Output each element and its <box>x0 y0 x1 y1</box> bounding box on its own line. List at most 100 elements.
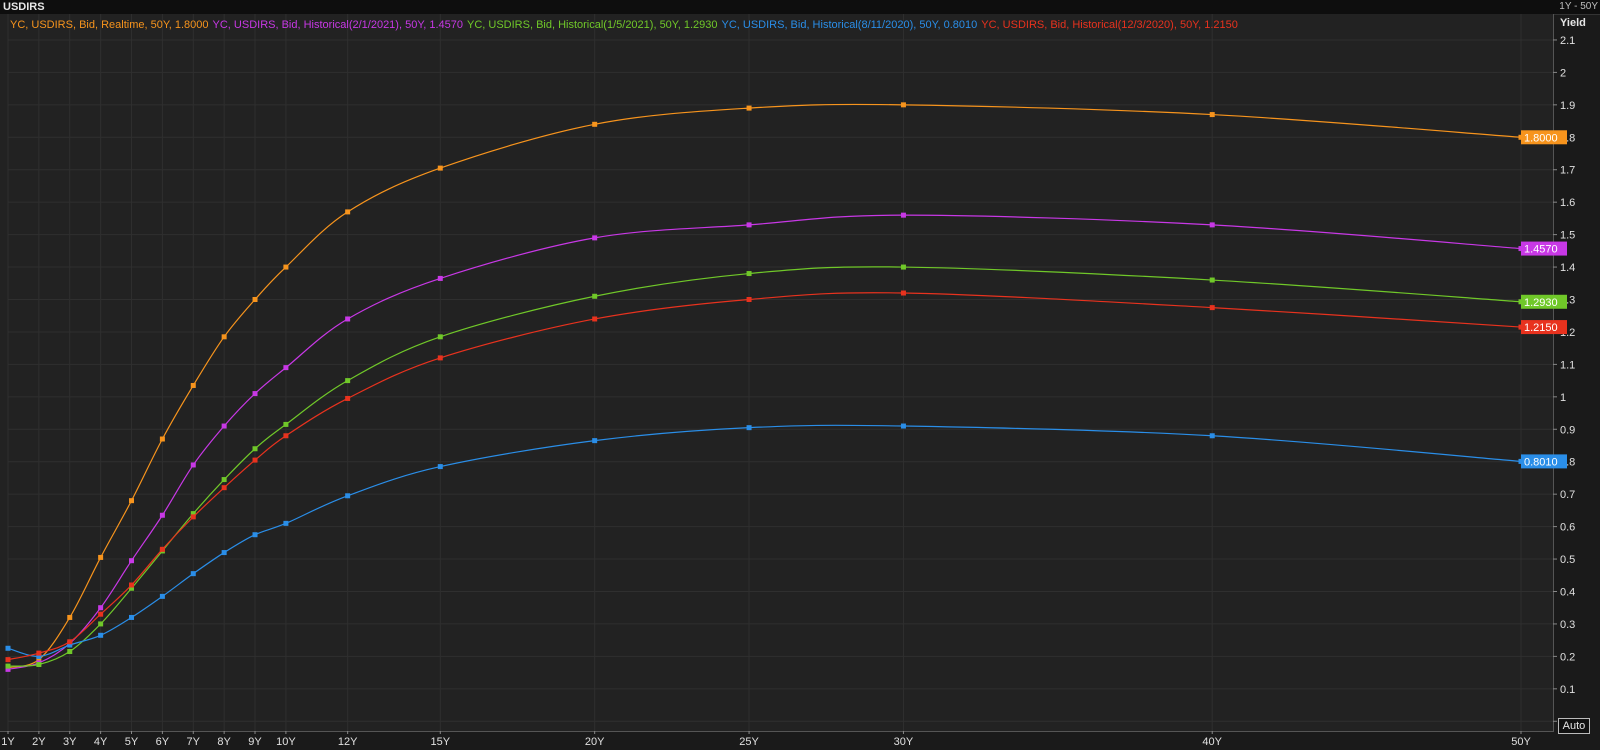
series-3[interactable] <box>5 264 1524 669</box>
y-tick-label: 2 <box>1560 67 1566 79</box>
series-4[interactable] <box>5 423 1524 659</box>
data-point-marker[interactable] <box>36 650 42 656</box>
data-point-marker[interactable] <box>252 297 258 303</box>
data-point-marker[interactable] <box>437 275 443 281</box>
data-point-marker[interactable] <box>159 546 165 552</box>
data-point-marker[interactable] <box>221 550 227 556</box>
legend-entry[interactable]: YC, USDIRS, Bid, Historical(1/5/2021), 5… <box>467 19 718 31</box>
legend-entry[interactable]: YC, USDIRS, Bid, Historical(2/1/2021), 5… <box>212 19 463 31</box>
data-point-marker[interactable] <box>900 264 906 270</box>
data-point-marker[interactable] <box>190 511 196 517</box>
series-1[interactable] <box>5 102 1524 671</box>
data-point-marker[interactable] <box>345 378 351 384</box>
data-point-marker[interactable] <box>36 661 42 667</box>
data-point-marker[interactable] <box>592 293 598 299</box>
legend-entry[interactable]: YC, USDIRS, Bid, Historical(12/3/2020), … <box>981 19 1238 31</box>
data-point-marker[interactable] <box>67 614 73 620</box>
data-point-marker[interactable] <box>252 532 258 538</box>
data-point-marker[interactable] <box>1209 305 1215 311</box>
data-point-marker[interactable] <box>221 423 227 429</box>
data-point-marker[interactable] <box>221 485 227 491</box>
data-point-marker[interactable] <box>437 165 443 171</box>
data-point-marker[interactable] <box>345 209 351 215</box>
data-point-marker[interactable] <box>5 666 11 672</box>
data-point-marker[interactable] <box>98 621 104 627</box>
data-point-marker[interactable] <box>283 264 289 270</box>
data-point-marker[interactable] <box>36 653 42 659</box>
data-point-marker[interactable] <box>129 558 135 564</box>
data-point-marker[interactable] <box>900 212 906 218</box>
data-point-marker[interactable] <box>592 121 598 127</box>
data-point-marker[interactable] <box>1209 277 1215 283</box>
auto-scale-button[interactable]: Auto <box>1558 718 1590 734</box>
data-point-marker[interactable] <box>592 235 598 241</box>
data-point-marker[interactable] <box>345 316 351 322</box>
data-point-marker[interactable] <box>67 639 73 645</box>
y-tick-label: 1 <box>1560 392 1566 404</box>
data-point-marker[interactable] <box>221 334 227 340</box>
data-point-marker[interactable] <box>129 585 135 591</box>
data-point-marker[interactable] <box>190 571 196 577</box>
data-point-marker[interactable] <box>129 582 135 588</box>
y-tick-label: 1.9 <box>1560 100 1575 112</box>
data-point-marker[interactable] <box>98 605 104 611</box>
data-point-marker[interactable] <box>345 493 351 499</box>
data-point-marker[interactable] <box>900 423 906 429</box>
data-point-marker[interactable] <box>5 663 11 669</box>
data-point-marker[interactable] <box>746 222 752 228</box>
data-point-marker[interactable] <box>252 457 258 463</box>
data-point-marker[interactable] <box>98 632 104 638</box>
data-point-marker[interactable] <box>190 382 196 388</box>
data-point-marker[interactable] <box>592 438 598 444</box>
data-point-marker[interactable] <box>252 391 258 397</box>
x-tick-label: 25Y <box>739 736 759 748</box>
data-point-marker[interactable] <box>5 657 11 663</box>
data-point-marker[interactable] <box>345 395 351 401</box>
window-title: USDIRS <box>3 1 45 13</box>
data-point-marker[interactable] <box>900 102 906 108</box>
data-point-marker[interactable] <box>159 436 165 442</box>
data-point-marker[interactable] <box>746 297 752 303</box>
data-point-marker[interactable] <box>437 334 443 340</box>
legend-entry[interactable]: YC, USDIRS, Bid, Historical(8/11/2020), … <box>721 19 978 31</box>
data-point-marker[interactable] <box>221 477 227 483</box>
data-point-marker[interactable] <box>283 520 289 526</box>
data-point-marker[interactable] <box>1209 433 1215 439</box>
data-point-marker[interactable] <box>437 464 443 470</box>
y-tick-label: 0.6 <box>1560 522 1575 534</box>
y-axis-ticks: 00.10.20.30.40.50.60.70.80.911.11.21.31.… <box>1553 35 1575 728</box>
y-tick-label: 0.3 <box>1560 619 1575 631</box>
data-point-marker[interactable] <box>190 514 196 520</box>
data-point-marker[interactable] <box>67 649 73 655</box>
end-value-text: 1.2930 <box>1524 297 1558 309</box>
data-point-marker[interactable] <box>98 554 104 560</box>
data-point-marker[interactable] <box>252 446 258 452</box>
data-point-marker[interactable] <box>67 642 73 648</box>
legend: YC, USDIRS, Bid, Realtime, 50Y, 1.8000 YC… <box>10 18 1242 32</box>
data-point-marker[interactable] <box>900 290 906 296</box>
data-point-marker[interactable] <box>129 614 135 620</box>
data-point-marker[interactable] <box>190 462 196 468</box>
data-point-marker[interactable] <box>746 271 752 277</box>
data-point-marker[interactable] <box>437 355 443 361</box>
data-point-marker[interactable] <box>592 316 598 322</box>
data-point-marker[interactable] <box>283 365 289 371</box>
plot-area[interactable] <box>0 14 1554 732</box>
data-point-marker[interactable] <box>98 611 104 617</box>
series-5[interactable] <box>5 290 1524 663</box>
data-point-marker[interactable] <box>746 105 752 111</box>
y-tick-label: 1.1 <box>1560 359 1575 371</box>
data-point-marker[interactable] <box>159 593 165 599</box>
data-point-marker[interactable] <box>1209 222 1215 228</box>
data-point-marker[interactable] <box>129 498 135 504</box>
data-point-marker[interactable] <box>746 425 752 431</box>
y-tick-label: 0.1 <box>1560 684 1575 696</box>
legend-entry[interactable]: YC, USDIRS, Bid, Realtime, 50Y, 1.8000 <box>10 19 209 31</box>
data-point-marker[interactable] <box>283 433 289 439</box>
data-point-marker[interactable] <box>159 512 165 518</box>
data-point-marker[interactable] <box>283 421 289 427</box>
data-point-marker[interactable] <box>36 657 42 663</box>
data-point-marker[interactable] <box>5 645 11 651</box>
data-point-marker[interactable] <box>1209 112 1215 118</box>
